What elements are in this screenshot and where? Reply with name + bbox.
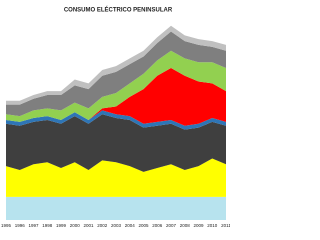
- area: [6, 196, 226, 220]
- x-tick-label: 2009: [193, 223, 204, 228]
- x-tick-label: 1999: [56, 223, 67, 228]
- chart-title: CONSUMO ELÉCTRICO PENINSULAR: [64, 6, 173, 14]
- x-tick-label: 2008: [180, 223, 191, 228]
- x-tick-label: 2003: [111, 223, 122, 228]
- x-tick-label: 2004: [125, 223, 136, 228]
- x-tick-label: 2001: [83, 223, 94, 228]
- x-tick-label: 1995: [1, 223, 12, 228]
- area: [6, 50, 226, 122]
- x-tick-label: 1998: [42, 223, 53, 228]
- area: [6, 31, 226, 117]
- x-tick-label: 2000: [70, 223, 81, 228]
- area: [6, 68, 226, 126]
- x-tick-label: 2007: [166, 223, 177, 228]
- area: [6, 114, 226, 172]
- x-tick-label: 2005: [138, 223, 149, 228]
- x-tick-label: 1996: [15, 223, 26, 228]
- x-tick-label: 2011: [221, 223, 230, 228]
- x-tick-label: 1997: [28, 223, 39, 228]
- x-tick-label: 2010: [207, 223, 218, 228]
- x-tick-label: 2006: [152, 223, 163, 228]
- chart: CONSUMO ELÉCTRICO PENINSULAR 1995 1996 199…: [0, 5, 230, 229]
- x-tick-label: 2002: [97, 223, 108, 228]
